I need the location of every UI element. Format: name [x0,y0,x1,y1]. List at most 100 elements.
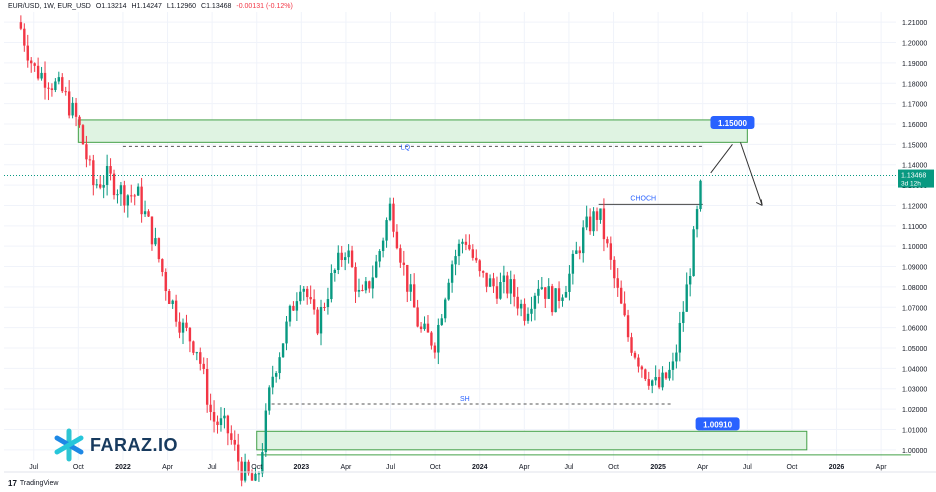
candle-body[interactable] [592,211,595,232]
candle-body[interactable] [671,361,675,370]
candle-body[interactable] [678,322,682,353]
candle-body[interactable] [478,260,481,272]
candle-body[interactable] [109,166,112,174]
candle-body[interactable] [375,261,378,278]
candle-body[interactable] [492,278,495,287]
candle-body[interactable] [447,282,450,300]
projection-line[interactable] [710,144,733,174]
candle-body[interactable] [102,184,105,188]
demand-zone[interactable] [256,430,808,451]
candle-body[interactable] [43,72,47,88]
candle-body[interactable] [654,377,657,381]
candle-body[interactable] [278,357,281,374]
candle-body[interactable] [585,216,588,228]
candle-body[interactable] [212,412,216,422]
projection-line[interactable] [739,142,763,206]
candle-body[interactable] [609,243,613,260]
candle-body[interactable] [485,272,488,287]
candle-body[interactable] [430,332,433,346]
candle-body[interactable] [230,433,233,440]
candle-body[interactable] [323,306,326,308]
candle-body[interactable] [595,211,599,220]
candle-body[interactable] [333,269,337,274]
candle-body[interactable] [630,337,633,353]
candle-body[interactable] [530,308,533,314]
candle-body[interactable] [57,77,61,82]
candle-body[interactable] [33,63,36,66]
candle-body[interactable] [599,208,602,220]
candle-body[interactable] [233,439,236,445]
candle-body[interactable] [174,300,178,322]
candle-body[interactable] [136,186,140,196]
candle-body[interactable] [309,297,312,300]
candle-body[interactable] [99,184,102,188]
candle-body[interactable] [561,297,564,301]
candle-body[interactable] [495,286,499,299]
candle-body[interactable] [237,444,240,462]
candle-body[interactable] [664,372,668,379]
candle-body[interactable] [675,352,678,362]
candle-body[interactable] [261,452,264,474]
candle-body[interactable] [651,380,654,386]
candle-body[interactable] [668,369,671,379]
candle-body[interactable] [292,305,295,311]
candle-body[interactable] [202,363,205,369]
candle-body[interactable] [502,275,506,283]
candle-body[interactable] [419,326,423,330]
candle-body[interactable] [188,327,192,342]
candle-body[interactable] [616,278,619,288]
candle-body[interactable] [582,227,585,254]
candle-body[interactable] [257,473,261,475]
candle-body[interactable] [264,410,268,453]
candle-body[interactable] [92,160,95,186]
candle-body[interactable] [623,303,626,316]
candle-body[interactable] [78,116,81,126]
candle-body[interactable] [247,461,250,474]
candle-body[interactable] [544,287,547,299]
candle-body[interactable] [361,289,364,291]
candle-body[interactable] [178,321,181,333]
candle-body[interactable] [330,273,333,300]
candle-body[interactable] [368,281,371,289]
candle-body[interactable] [688,276,692,285]
candle-body[interactable] [30,60,33,64]
candle-body[interactable] [316,309,319,334]
candle-body[interactable] [223,415,226,419]
candle-body[interactable] [381,240,385,252]
candle-body[interactable] [140,186,143,215]
candle-body[interactable] [647,379,650,386]
candle-body[interactable] [126,195,130,206]
candle-body[interactable] [195,352,199,354]
candle-body[interactable] [499,282,502,299]
candle-body[interactable] [312,299,316,310]
candle-body[interactable] [385,220,388,241]
candle-body[interactable] [423,323,426,330]
candle-body[interactable] [509,279,512,294]
candle-body[interactable] [516,296,519,309]
candle-body[interactable] [47,87,50,89]
candle-body[interactable] [475,257,478,261]
candle-body[interactable] [557,288,561,301]
candle-body[interactable] [657,377,661,388]
candle-body[interactable] [564,291,568,298]
tradingview-attribution[interactable]: 17 TradingView [8,479,58,488]
candle-body[interactable] [216,421,219,426]
price-tag[interactable] [898,169,934,188]
candle-body[interactable] [554,288,557,313]
candle-body[interactable] [506,275,509,294]
candle-body[interactable] [388,203,392,221]
candle-body[interactable] [157,238,161,260]
candle-body[interactable] [637,357,640,367]
candle-body[interactable] [347,250,350,258]
candle-body[interactable] [450,264,454,283]
candle-body[interactable] [254,473,257,481]
candle-body[interactable] [392,203,395,232]
candle-body[interactable] [692,229,695,277]
candle-body[interactable] [699,180,702,210]
candle-body[interactable] [130,195,133,197]
candle-body[interactable] [526,313,530,321]
candle-body[interactable] [171,300,174,305]
candle-body[interactable] [399,248,402,263]
